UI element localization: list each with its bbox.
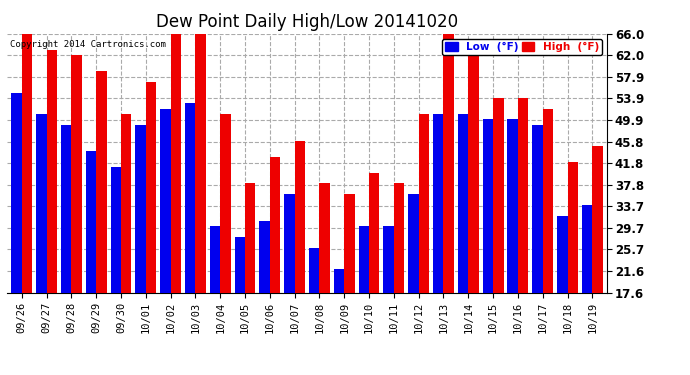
Bar xyxy=(96,71,107,292)
Bar xyxy=(359,226,369,292)
Bar xyxy=(344,194,355,292)
Bar xyxy=(170,34,181,292)
Bar xyxy=(543,109,553,292)
Bar xyxy=(444,34,454,292)
Bar xyxy=(518,98,529,292)
Bar xyxy=(369,173,380,292)
Bar xyxy=(135,124,146,292)
Bar xyxy=(319,183,330,292)
Bar xyxy=(195,34,206,292)
Bar xyxy=(185,103,195,292)
Bar xyxy=(582,205,592,292)
Bar xyxy=(433,114,444,292)
Bar xyxy=(86,152,96,292)
Bar xyxy=(210,226,220,292)
Bar xyxy=(334,269,344,292)
Bar xyxy=(71,55,82,292)
Bar xyxy=(493,98,504,292)
Bar xyxy=(483,119,493,292)
Bar xyxy=(259,221,270,292)
Bar xyxy=(384,226,394,292)
Bar xyxy=(121,114,131,292)
Bar xyxy=(557,216,567,292)
Bar xyxy=(532,124,543,292)
Legend: Low  (°F), High  (°F): Low (°F), High (°F) xyxy=(442,39,602,55)
Bar xyxy=(567,162,578,292)
Bar xyxy=(110,167,121,292)
Bar xyxy=(36,114,47,292)
Bar xyxy=(160,109,170,292)
Bar xyxy=(309,248,319,292)
Bar xyxy=(235,237,245,292)
Bar xyxy=(284,194,295,292)
Bar xyxy=(419,114,429,292)
Bar xyxy=(469,45,479,292)
Bar xyxy=(507,119,518,292)
Title: Dew Point Daily High/Low 20141020: Dew Point Daily High/Low 20141020 xyxy=(156,13,458,31)
Bar xyxy=(245,183,255,292)
Bar xyxy=(270,157,280,292)
Bar xyxy=(592,146,603,292)
Bar xyxy=(408,194,419,292)
Bar xyxy=(295,141,305,292)
Bar xyxy=(458,114,469,292)
Bar xyxy=(146,82,156,292)
Bar xyxy=(61,124,71,292)
Bar xyxy=(394,183,404,292)
Bar xyxy=(220,114,230,292)
Bar xyxy=(22,34,32,292)
Text: Copyright 2014 Cartronics.com: Copyright 2014 Cartronics.com xyxy=(10,40,166,49)
Bar xyxy=(47,50,57,292)
Bar xyxy=(11,93,22,292)
